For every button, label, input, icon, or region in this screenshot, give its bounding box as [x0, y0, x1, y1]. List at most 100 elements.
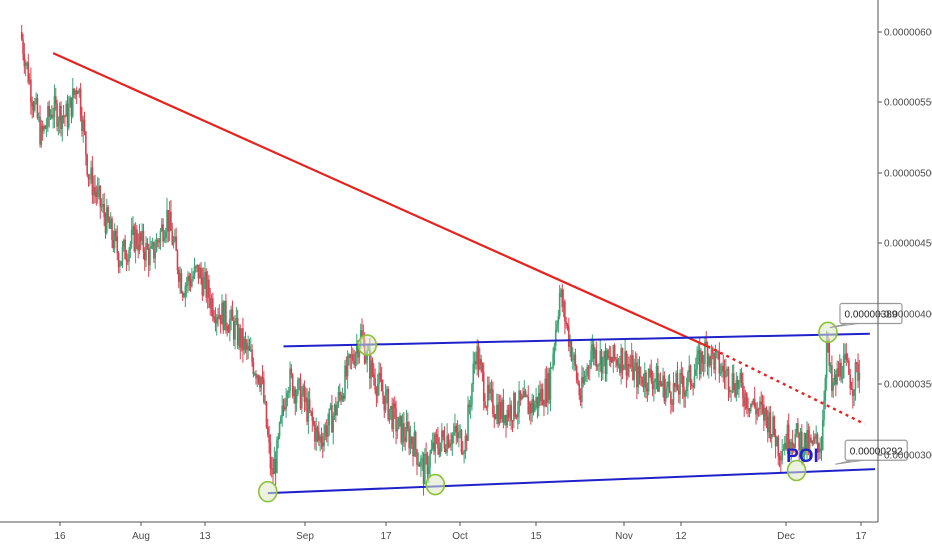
- candle: [578, 380, 581, 400]
- candle: [438, 437, 441, 458]
- candle: [642, 373, 645, 393]
- candle: [477, 340, 480, 378]
- candle: [757, 407, 760, 417]
- candle: [166, 197, 168, 243]
- candle: [719, 363, 722, 376]
- candle: [848, 357, 850, 376]
- candle: [217, 307, 219, 327]
- candle: [210, 293, 213, 317]
- candle: [439, 442, 442, 457]
- candle: [592, 339, 595, 366]
- candle: [748, 408, 751, 418]
- candle: [854, 359, 857, 401]
- candle: [510, 400, 513, 430]
- price-callout-label: 0.00000389: [845, 310, 898, 321]
- x-tick-label: 17: [380, 531, 392, 542]
- candle: [43, 124, 45, 134]
- candle: [287, 387, 290, 399]
- candle: [376, 373, 379, 404]
- candle: [587, 364, 590, 380]
- candle: [700, 347, 702, 379]
- candle: [625, 350, 628, 388]
- candle: [321, 432, 324, 459]
- y-tick-label: 0.00000450: [884, 239, 932, 250]
- candle: [811, 440, 814, 447]
- candle: [729, 386, 731, 398]
- candle: [476, 339, 478, 376]
- candle: [687, 370, 689, 399]
- candle: [304, 387, 307, 411]
- x-tick-label: 12: [675, 531, 687, 542]
- candle: [554, 320, 557, 351]
- candle: [804, 432, 807, 455]
- candle: [246, 339, 248, 360]
- candle: [544, 368, 547, 408]
- candle: [638, 356, 641, 385]
- candle: [852, 378, 854, 409]
- candle: [622, 364, 625, 371]
- candle: [649, 364, 651, 378]
- candle: [803, 432, 806, 462]
- candle: [34, 98, 36, 113]
- candle: [621, 347, 624, 380]
- candle: [814, 433, 816, 444]
- candle: [808, 426, 811, 460]
- candle: [361, 318, 363, 337]
- candle: [600, 349, 603, 382]
- candle: [348, 353, 350, 366]
- price-callout: 0.00000292: [835, 439, 908, 465]
- candle: [146, 238, 149, 251]
- candle: [119, 260, 121, 274]
- candle: [727, 366, 730, 402]
- candle: [691, 379, 693, 389]
- candle: [177, 266, 180, 289]
- candle: [823, 390, 825, 427]
- candle: [308, 387, 311, 414]
- candle: [763, 395, 765, 431]
- candle: [596, 363, 599, 371]
- candle: [333, 403, 336, 421]
- candle: [116, 225, 119, 261]
- candle: [123, 238, 125, 252]
- candle: [782, 444, 785, 452]
- candle: [725, 358, 727, 390]
- candle: [620, 343, 622, 385]
- candle: [518, 381, 520, 425]
- candle: [573, 351, 575, 372]
- candle: [78, 87, 81, 98]
- candle: [282, 398, 285, 417]
- candle: [164, 227, 167, 244]
- candle: [486, 376, 489, 416]
- candle: [815, 425, 817, 445]
- candle: [475, 351, 477, 370]
- overlay-layer: 0.00000389 0.00000292 POI: [52, 52, 908, 503]
- candle: [736, 375, 739, 395]
- candle: [581, 365, 583, 409]
- candle: [675, 370, 677, 393]
- candle: [770, 433, 773, 449]
- candle: [467, 396, 469, 441]
- candle: [60, 101, 62, 137]
- candle: [229, 310, 231, 342]
- candle: [485, 405, 488, 411]
- candle: [196, 264, 198, 273]
- candle: [81, 106, 83, 137]
- candle: [713, 352, 715, 374]
- candle: [617, 357, 620, 369]
- candle: [257, 374, 260, 385]
- candle: [213, 310, 215, 323]
- candle: [388, 408, 391, 424]
- candle: [336, 401, 338, 416]
- candle: [582, 367, 585, 388]
- candle: [499, 394, 502, 424]
- x-tick-label: Nov: [615, 531, 633, 542]
- candle: [841, 365, 844, 384]
- candle: [598, 363, 600, 378]
- candle: [61, 114, 64, 142]
- candle: [269, 434, 272, 476]
- candle: [170, 200, 172, 231]
- candle: [663, 371, 666, 405]
- candle: [615, 356, 617, 368]
- candle: [605, 347, 608, 382]
- candle: [431, 432, 434, 451]
